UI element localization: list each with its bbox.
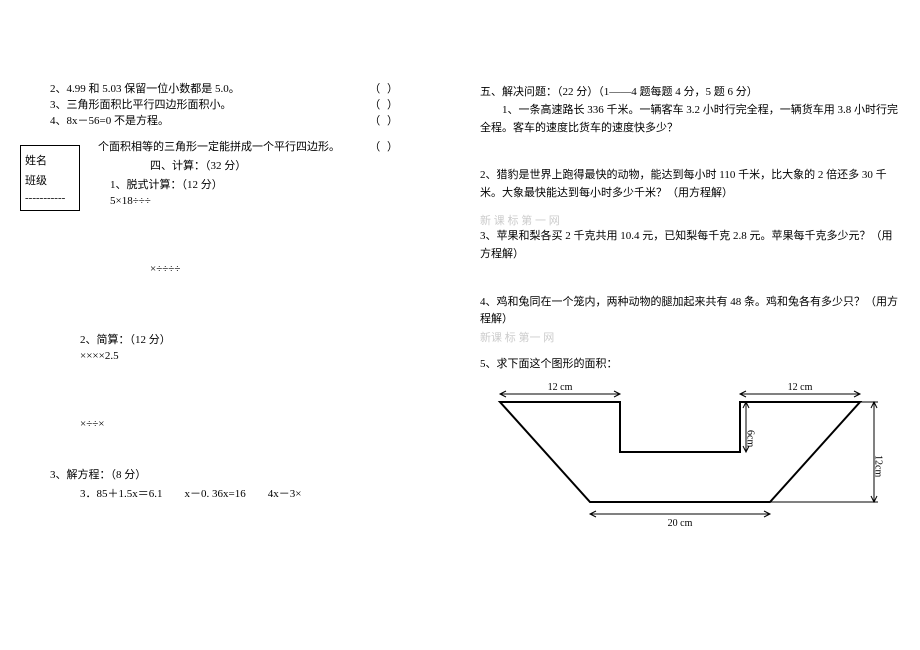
calc2-title: 2、简算：（12 分） (20, 331, 440, 347)
paren-slot: （ ） (369, 112, 400, 128)
judge-tri: 个面积相等的三角形一定能拼成一个平行四边形。 （ ） (20, 138, 440, 154)
calc1-a: 5×18÷÷÷ (20, 195, 440, 207)
svg-text:12 cm: 12 cm (548, 382, 573, 393)
section-5-title: 五、解决问题：（22 分）（1——4 题每题 4 分，5 题 6 分） (480, 83, 900, 99)
name-class-box: 姓名 班级 ----------- (20, 145, 80, 211)
label-dots: ----------- (25, 192, 75, 204)
paren-slot: （ ） (369, 96, 400, 112)
svg-text:6cm: 6cm (745, 430, 756, 447)
judge-q2: 2、4.99 和 5.03 保留一位小数都是 5.0。 （ ） (20, 80, 440, 96)
calc1-title: 1、脱式计算：（12 分） (20, 176, 440, 192)
paren-slot: （ ） (369, 138, 400, 154)
svg-text:12 cm: 12 cm (788, 382, 813, 393)
section-4-title: 四、计算：（32 分） (20, 157, 440, 173)
problem-3: 3、苹果和梨各买 2 千克共用 10.4 元，已知梨每千克 2.8 元。苹果每千… (480, 228, 900, 263)
label-class: 班级 (25, 172, 75, 188)
calc2-b: ×÷÷× (20, 418, 440, 430)
judge-q4: 4、8x－56=0 不是方程。 （ ） (20, 112, 440, 128)
problem-2: 2、猎豹是世界上跑得最快的动物，能达到每小时 110 千米，比大象的 2 倍还多… (480, 167, 900, 202)
calc2-a: ××××2.5 (20, 350, 440, 362)
svg-text:20 cm: 20 cm (668, 518, 693, 527)
svg-text:12cm: 12cm (873, 455, 884, 477)
calc3-a: 3．85＋1.5x＝6.1 x－0. 36x=16 4x－3× (20, 485, 440, 501)
watermark-1: 新 课 标 第 一 网 (480, 212, 900, 228)
judge-q3: 3、三角形面积比平行四边形面积小。 （ ） (20, 96, 440, 112)
problem-4: 4、鸡和兔同在一个笼内，两种动物的腿加起来共有 48 条。鸡和兔各有多少只？（用… (480, 294, 900, 329)
paren-slot: （ ） (369, 80, 400, 96)
watermark-2: 新课 标 第一 网 (480, 329, 900, 345)
judge-q3-text: 3、三角形面积比平行四边形面积小。 (20, 96, 232, 112)
problem-5: 5、求下面这个图形的面积： (480, 355, 900, 371)
label-name: 姓名 (25, 152, 75, 168)
calc3-title: 3、解方程：（8 分） (20, 466, 440, 482)
figure-svg: 12 cm 12 cm 20 cm 6cm 12cm (480, 377, 900, 527)
judge-q4-text: 4、8x－56=0 不是方程。 (20, 112, 169, 128)
judge-q2-text: 2、4.99 和 5.03 保留一位小数都是 5.0。 (20, 80, 240, 96)
calc1-b: ×÷÷÷÷ (20, 263, 440, 275)
problem-1: 1、一条高速路长 336 千米。一辆客车 3.2 小时行完全程，一辆货车用 3.… (480, 102, 900, 137)
figure-trapezoid: 12 cm 12 cm 20 cm 6cm 12cm (480, 377, 900, 527)
